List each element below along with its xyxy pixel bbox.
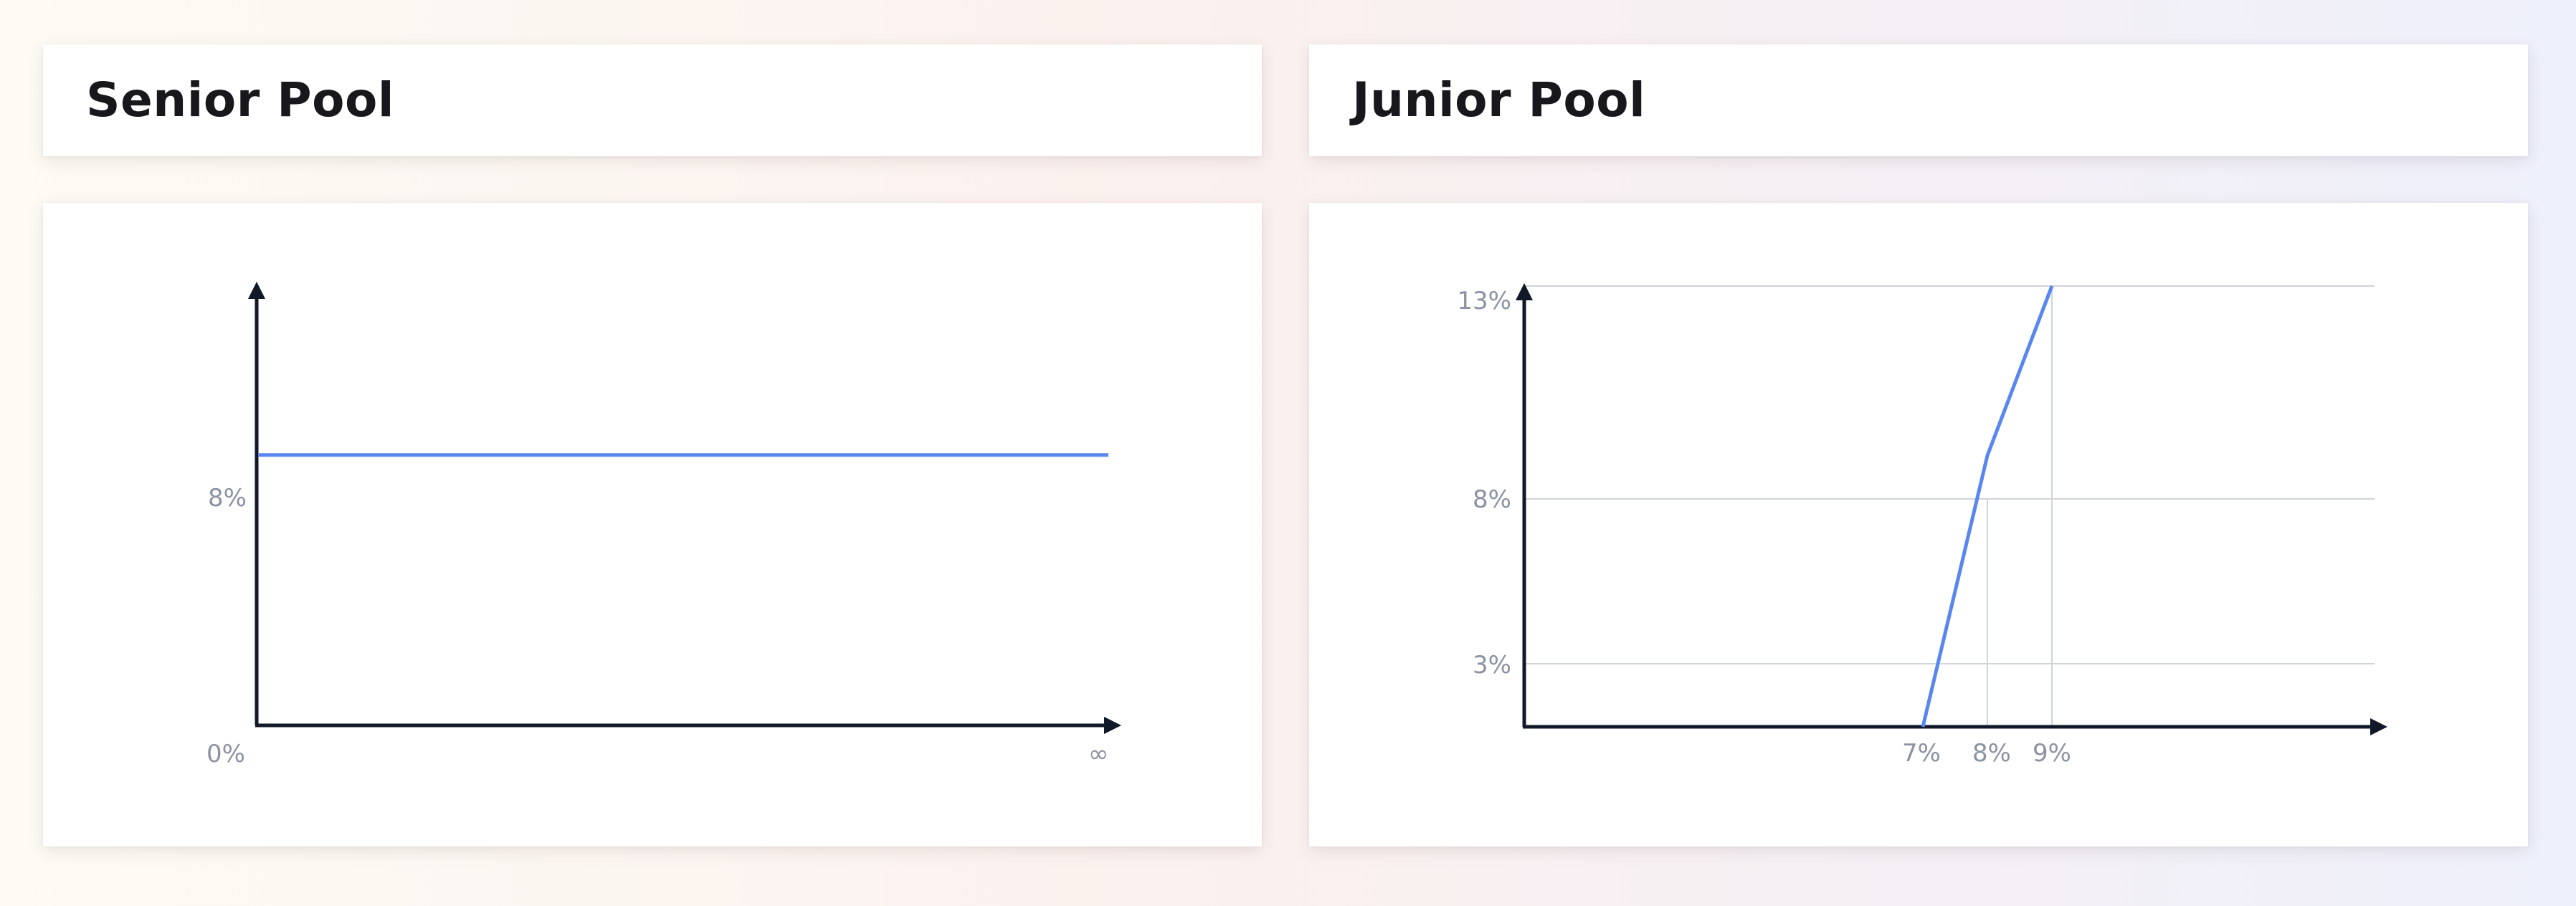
x-tick-label: 0%: [206, 740, 245, 768]
y-axis-arrow: [1516, 283, 1533, 300]
x-tick-label: 8%: [1972, 739, 2011, 768]
senior-pool-header: Senior Pool: [43, 44, 1262, 156]
junior-pool-title: Junior Pool: [1352, 72, 1646, 128]
x-axis-arrow: [1104, 717, 1121, 734]
junior-apy-line: [1921, 285, 2054, 728]
x-tick-label: 7%: [1902, 739, 1941, 768]
x-axis-arrow: [2370, 718, 2387, 735]
y-tick-label: 8%: [1473, 485, 1511, 514]
y-tick-label: 8%: [208, 484, 247, 512]
junior-pool-chart-card: 13% 8% 3% 7% 8% 9%: [1309, 203, 2528, 847]
x-tick-label: 9%: [2033, 739, 2071, 768]
y-tick-label: 3%: [1473, 651, 1511, 680]
junior-pool-chart: 13% 8% 3% 7% 8% 9%: [1457, 283, 2387, 768]
y-tick-label: 13%: [1457, 287, 1511, 315]
x-tick-label: ∞: [1088, 740, 1108, 768]
y-axis-arrow: [248, 282, 265, 299]
junior-pool-header: Junior Pool: [1309, 44, 2528, 156]
senior-pool-chart-card: 8% 0% ∞: [43, 203, 1262, 847]
senior-pool-chart: 8% 0% ∞: [206, 282, 1121, 768]
senior-pool-title: Senior Pool: [86, 72, 394, 128]
